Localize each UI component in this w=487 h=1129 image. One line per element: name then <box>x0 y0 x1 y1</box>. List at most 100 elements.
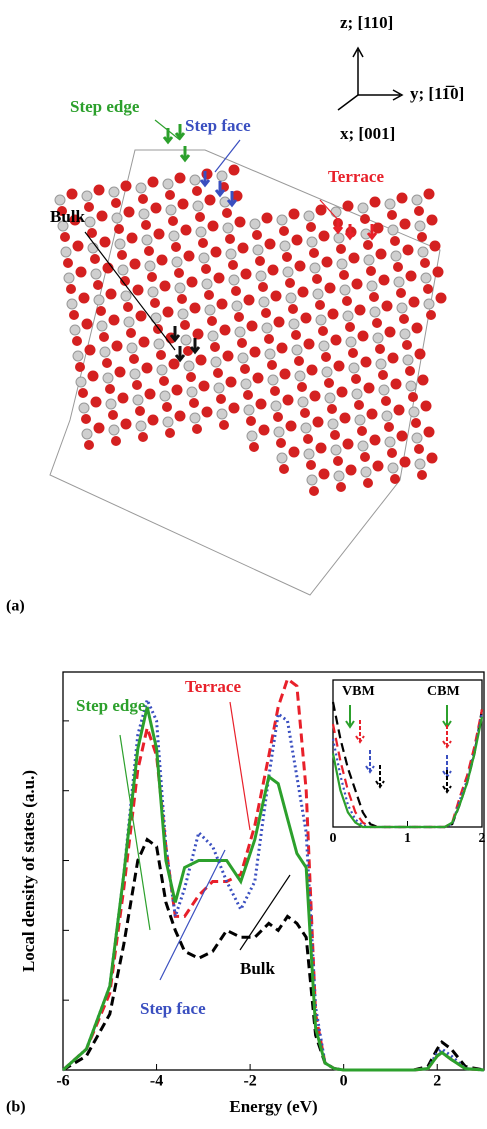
atom-ti <box>294 370 306 382</box>
atom-o <box>420 400 432 412</box>
atom-o <box>261 308 271 318</box>
atom-o <box>195 212 205 222</box>
atom-o <box>258 424 270 436</box>
atom-o <box>129 258 141 270</box>
series-line <box>331 709 484 829</box>
atom-ti <box>387 224 399 236</box>
atom-o <box>204 194 216 206</box>
atom-ti <box>420 272 432 284</box>
atom-o <box>84 202 94 212</box>
atom-ti <box>174 282 186 294</box>
atom-o <box>144 388 156 400</box>
atom-ti <box>249 218 261 230</box>
atom-o <box>291 330 301 340</box>
atom-o <box>138 432 148 442</box>
atom-o <box>246 320 258 332</box>
x-tick-label: 2 <box>479 831 486 846</box>
atom-o <box>270 290 282 302</box>
atom-o <box>222 208 232 218</box>
site-arrow <box>169 326 181 343</box>
atom-ti <box>216 170 228 182</box>
atom-o <box>294 356 304 366</box>
atom-ti <box>108 186 120 198</box>
atom-o <box>186 372 196 382</box>
atom-o <box>354 400 364 410</box>
atom-o <box>351 374 361 384</box>
atom-ti <box>297 396 309 408</box>
atom-o <box>432 266 444 278</box>
atom-o <box>336 244 346 254</box>
x-tick-label: -4 <box>150 1073 163 1090</box>
atom-o <box>111 436 121 446</box>
atom-ti <box>75 376 87 388</box>
atom-o <box>105 288 117 300</box>
atom-ti <box>303 448 315 460</box>
atom-o <box>132 284 144 296</box>
atom-ti <box>231 300 243 312</box>
atom-ti <box>411 194 423 206</box>
atom-o <box>135 406 145 416</box>
atom-o <box>306 222 316 232</box>
atom-o <box>117 250 127 260</box>
atom-o <box>177 198 189 210</box>
atom-o <box>315 204 327 216</box>
site-arrow <box>189 338 201 355</box>
atom-ti <box>189 412 201 424</box>
atom-o <box>216 394 226 404</box>
atom-o <box>219 324 231 336</box>
atom-o <box>417 232 427 242</box>
atom-o <box>297 286 309 298</box>
atom-o <box>324 282 336 294</box>
x-axis-label: Energy (eV) <box>229 1097 317 1116</box>
atom-ti <box>162 178 174 190</box>
x-tick-label: 0 <box>340 1073 348 1090</box>
atom-ti <box>279 240 291 252</box>
site-label: Terrace <box>328 167 384 186</box>
atom-o <box>96 210 108 222</box>
atom-o <box>399 218 411 230</box>
atom-ti <box>108 424 120 436</box>
annotation-leader <box>159 849 226 981</box>
atom-ti <box>99 346 111 358</box>
atom-ti <box>237 352 249 364</box>
atom-o <box>81 318 93 330</box>
atom-o <box>75 266 87 278</box>
atom-ti <box>273 426 285 438</box>
atom-o <box>114 224 124 234</box>
atom-o <box>240 268 252 280</box>
series-line <box>62 695 485 1072</box>
atom-o <box>93 280 103 290</box>
atom-o <box>201 168 213 180</box>
atom-ti <box>336 258 348 270</box>
atom-ti <box>96 320 108 332</box>
atom-o <box>192 424 202 434</box>
atom-o <box>306 364 318 376</box>
edge-arrow <box>442 725 452 749</box>
x-tick-label: 2 <box>433 1073 441 1090</box>
atom-o <box>162 402 172 412</box>
atom-o <box>369 434 381 446</box>
atom-o <box>366 408 378 420</box>
edge-arrow <box>355 720 365 744</box>
atom-o <box>165 190 175 200</box>
atom-o <box>93 422 105 434</box>
atom-ti <box>186 386 198 398</box>
atom-o <box>342 200 354 212</box>
atom-o <box>327 308 339 320</box>
atom-o <box>288 304 298 314</box>
atom-ti <box>414 220 426 232</box>
atom-o <box>234 312 244 322</box>
atom-o <box>84 440 94 450</box>
atom-ti <box>150 312 162 324</box>
atom-ti <box>258 296 270 308</box>
atom-o <box>375 344 385 354</box>
atom-o <box>135 310 147 322</box>
atom-ti <box>195 226 207 238</box>
atom-o <box>327 404 337 414</box>
series-line <box>62 676 485 1072</box>
atom-o <box>273 316 285 328</box>
atom-ti <box>357 202 369 214</box>
atom-ti <box>201 278 213 290</box>
atom-o <box>396 430 408 442</box>
atom-o <box>171 242 181 252</box>
